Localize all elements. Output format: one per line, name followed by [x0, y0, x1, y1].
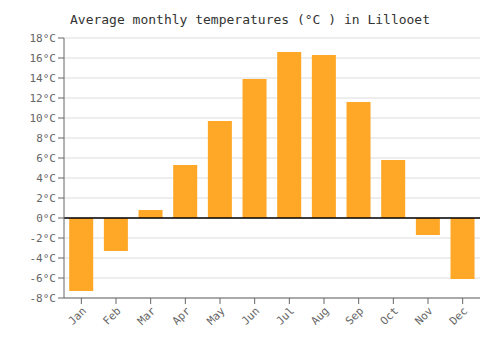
svg-text:Jul: Jul: [274, 304, 297, 327]
svg-text:16°C: 16°C: [30, 52, 57, 65]
svg-text:Feb: Feb: [100, 304, 123, 327]
svg-text:Apr: Apr: [170, 304, 194, 328]
svg-text:Oct: Oct: [378, 304, 401, 327]
svg-text:0°C: 0°C: [36, 212, 56, 225]
svg-text:-6°C: -6°C: [30, 272, 57, 285]
svg-text:-4°C: -4°C: [30, 252, 57, 265]
svg-text:10°C: 10°C: [30, 112, 57, 125]
svg-text:4°C: 4°C: [36, 172, 56, 185]
svg-text:18°C: 18°C: [30, 32, 57, 45]
svg-text:Jan: Jan: [66, 304, 89, 327]
svg-text:2°C: 2°C: [36, 192, 56, 205]
svg-text:May: May: [204, 304, 228, 328]
svg-text:14°C: 14°C: [30, 72, 57, 85]
svg-text:Aug: Aug: [308, 304, 331, 327]
svg-text:Dec: Dec: [447, 304, 470, 327]
svg-text:Mar: Mar: [135, 304, 159, 328]
svg-text:12°C: 12°C: [30, 92, 57, 105]
svg-text:6°C: 6°C: [36, 152, 56, 165]
svg-text:8°C: 8°C: [36, 132, 56, 145]
svg-text:Sep: Sep: [343, 304, 366, 327]
svg-text:Jun: Jun: [239, 304, 262, 327]
svg-text:-2°C: -2°C: [30, 232, 57, 245]
html-text:Average monthly temperatures (: Average monthly temperatures (°C ) in Li…: [70, 12, 430, 27]
svg-text:Nov: Nov: [412, 304, 436, 328]
svg-text:-8°C: -8°C: [30, 292, 57, 305]
